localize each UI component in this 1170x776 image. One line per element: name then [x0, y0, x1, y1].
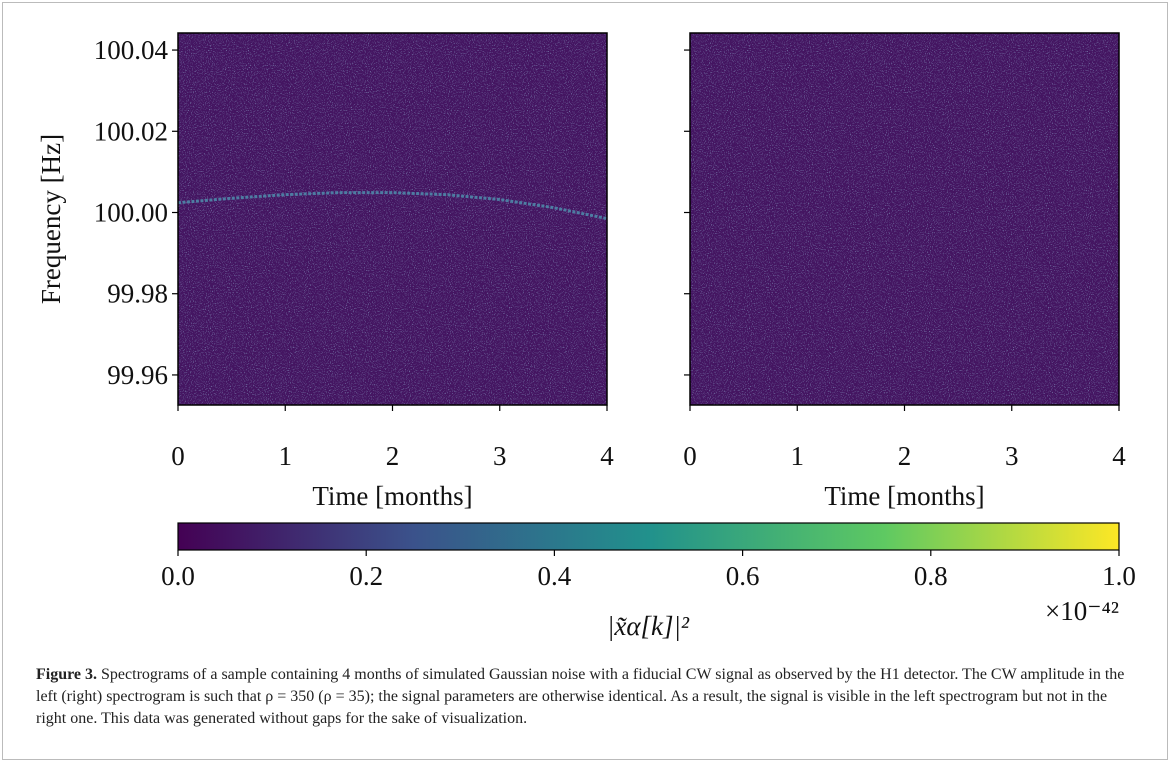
colorbar-tick-label: 0.8 — [914, 561, 948, 591]
colorbar-tick-label: 0.0 — [161, 561, 195, 591]
y-tick-label: 100.00 — [94, 198, 168, 228]
x-tick-label: 3 — [493, 441, 507, 471]
colorbar-offset: ×10⁻⁴² — [1045, 596, 1119, 626]
y-axis-label: Frequency [Hz] — [36, 134, 66, 304]
x-tick-label: 0 — [683, 441, 697, 471]
x-tick-label: 1 — [791, 441, 805, 471]
y-tick-label: 100.04 — [94, 35, 169, 65]
caption: Figure 3. Spectrograms of a sample conta… — [36, 664, 1136, 730]
x-tick-label: 2 — [386, 441, 400, 471]
colorbar-label: |x̃α[k]|² — [607, 611, 690, 641]
colorbar-tick-label: 0.6 — [726, 561, 760, 591]
caption-label: Figure 3. — [36, 666, 98, 683]
x-tick-label: 2 — [898, 441, 912, 471]
y-tick-label: 99.98 — [107, 279, 168, 309]
colorbar-tick-label: 0.4 — [538, 561, 572, 591]
x-axis-label: Time [months] — [312, 481, 472, 511]
caption-text: Spectrograms of a sample containing 4 mo… — [36, 666, 1125, 727]
heatmap-noise — [178, 33, 607, 405]
colorbar-tick-label: 1.0 — [1102, 561, 1136, 591]
x-tick-label: 4 — [600, 441, 614, 471]
x-tick-label: 1 — [279, 441, 293, 471]
heatmap-noise — [690, 33, 1119, 405]
x-tick-label: 3 — [1005, 441, 1019, 471]
x-tick-label: 0 — [171, 441, 185, 471]
figure-frame — [2, 2, 1168, 760]
x-tick-label: 4 — [1112, 441, 1126, 471]
colorbar-tick-label: 0.2 — [349, 561, 383, 591]
y-tick-label: 100.02 — [94, 116, 168, 146]
y-tick-label: 99.96 — [107, 360, 168, 390]
x-axis-label: Time [months] — [824, 481, 984, 511]
colorbar — [177, 522, 1120, 551]
